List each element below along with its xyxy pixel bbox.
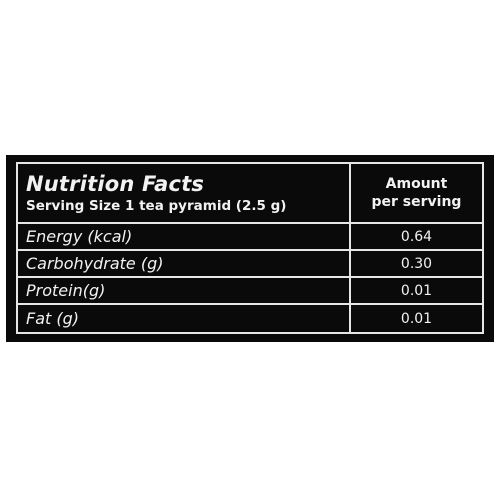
amount-header-line2: per serving (371, 194, 462, 210)
row-value-carbohydrate: 0.30 (351, 251, 482, 278)
row-label-protein: Protein(g) (18, 278, 351, 305)
table-header-left: Nutrition Facts Serving Size 1 tea pyram… (18, 164, 351, 224)
row-label-fat: Fat (g) (18, 305, 351, 332)
row-value-fat: 0.01 (400, 310, 433, 327)
row-value-energy: 0.64 (351, 224, 482, 251)
amount-header-line1: Amount (385, 176, 448, 192)
row-value-protein: 0.01 (351, 278, 482, 305)
nutrition-facts-title: Nutrition Facts (26, 171, 205, 196)
row-label-energy: Energy (kcal) (18, 224, 351, 251)
serving-size-text: Serving Size 1 tea pyramid (2.5 g) (26, 197, 287, 214)
nutrition-facts-table: Nutrition Facts Serving Size 1 tea pyram… (16, 162, 484, 334)
nutrition-facts-panel: Nutrition Facts Serving Size 1 tea pyram… (6, 155, 494, 342)
amount-per-serving-header: Amount per serving (351, 164, 482, 224)
row-label-carbohydrate: Carbohydrate (g) (18, 251, 351, 278)
